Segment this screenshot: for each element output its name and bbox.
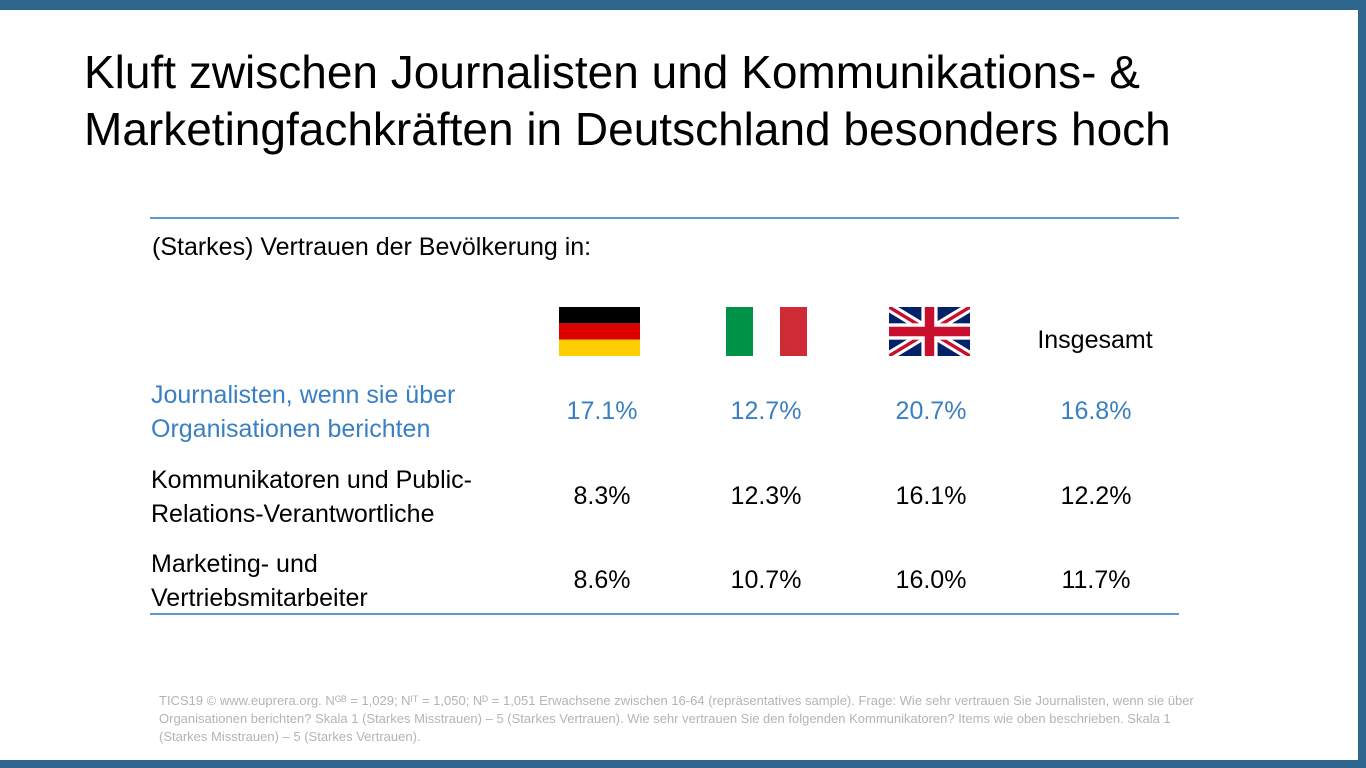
flag-united-kingdom-icon (889, 307, 970, 356)
flag-italy-icon (726, 307, 807, 356)
table-top-rule (150, 217, 1179, 219)
right-frame-bar (1358, 0, 1366, 768)
row-label-line: Organisationen berichten (151, 415, 431, 443)
row-label-line: Relations-Verantwortliche (151, 500, 435, 528)
cell-journalists-uk: 20.7% (895, 397, 967, 425)
slide-title-line-1: Kluft zwischen Journalisten und Kommunik… (84, 46, 1140, 98)
row-label-line: Marketing- und (151, 550, 318, 578)
row-label-marketing: Marketing- und Vertriebsmitarbeiter (151, 547, 541, 615)
slide-title: Kluft zwischen Journalisten und Kommunik… (84, 44, 1334, 158)
source-footnote: TICS19 © www.euprera.org. Nᴳᴮ = 1,029; N… (159, 693, 1194, 744)
table-subtitle: (Starkes) Vertrauen der Bevölkerung in: (152, 233, 592, 261)
bottom-frame-bar (0, 760, 1366, 768)
cell-marketing-de: 8.6% (573, 566, 631, 594)
cell-journalists-overall: 16.8% (1060, 397, 1132, 425)
flag-germany-icon (559, 307, 640, 356)
table-bottom-rule (150, 613, 1179, 615)
row-label-line: Kommunikatoren und Public- (151, 466, 472, 494)
cell-communicators-uk: 16.1% (895, 482, 967, 510)
cell-communicators-it: 12.3% (730, 482, 802, 510)
row-label-line: Journalisten, wenn sie über (151, 381, 456, 409)
cell-journalists-de: 17.1% (566, 397, 638, 425)
row-label-journalists: Journalisten, wenn sie über Organisation… (151, 378, 541, 446)
cell-communicators-de: 8.3% (573, 482, 631, 510)
slide-title-line-2: Marketingfachkräften in Deutschland beso… (84, 103, 1171, 155)
row-label-communicators: Kommunikatoren und Public- Relations-Ver… (151, 463, 541, 531)
cell-marketing-it: 10.7% (730, 566, 802, 594)
cell-marketing-uk: 16.0% (895, 566, 967, 594)
column-header-overall: Insgesamt (1037, 326, 1153, 354)
top-frame-bar (0, 0, 1366, 10)
cell-communicators-overall: 12.2% (1060, 482, 1132, 510)
cell-journalists-it: 12.7% (730, 397, 802, 425)
cell-marketing-overall: 11.7% (1061, 566, 1131, 594)
row-label-line: Vertriebsmitarbeiter (151, 584, 368, 612)
